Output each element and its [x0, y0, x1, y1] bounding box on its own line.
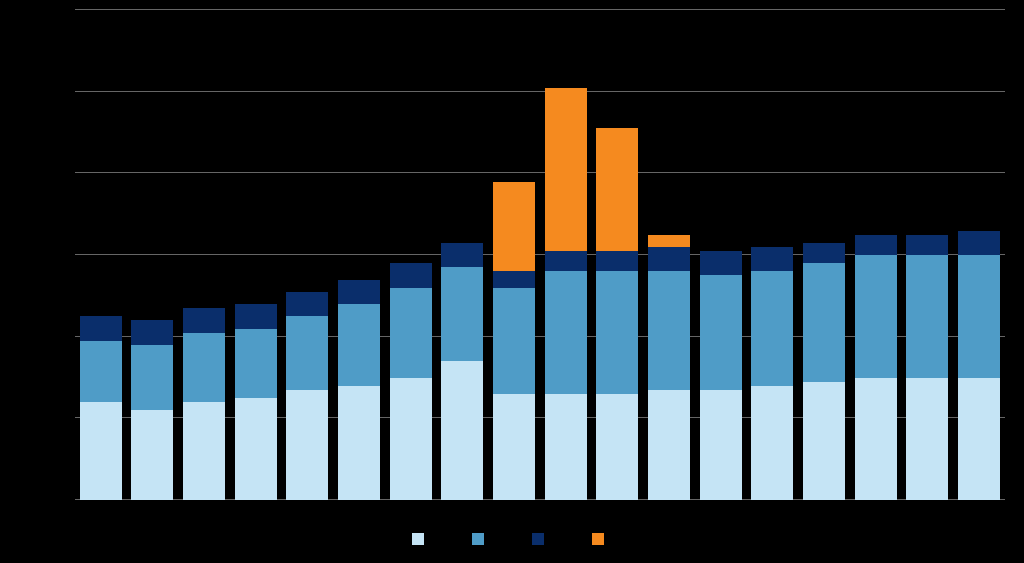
bar-segment-s1: [906, 378, 948, 501]
bar-segment-s4: [493, 182, 535, 272]
bar-group: [390, 263, 432, 500]
bar-segment-s1: [493, 394, 535, 500]
bar-segment-s1: [338, 386, 380, 500]
legend-swatch: [532, 533, 544, 545]
bar-group: [441, 243, 483, 500]
bar-group: [596, 128, 638, 500]
bar-segment-s1: [80, 402, 122, 500]
bar-segment-s3: [493, 271, 535, 287]
bar-segment-s4: [545, 88, 587, 251]
bar-segment-s3: [131, 320, 173, 345]
bar-segment-s3: [183, 308, 225, 333]
bar-segment-s3: [441, 243, 483, 268]
bar-group: [183, 308, 225, 500]
bar-segment-s1: [441, 361, 483, 500]
legend-item: [532, 533, 552, 545]
bar-segment-s2: [803, 263, 845, 381]
bar-segment-s2: [855, 255, 897, 378]
bar-segment-s3: [803, 243, 845, 263]
bar-group: [338, 280, 380, 500]
bar-group: [906, 235, 948, 500]
bar-segment-s1: [648, 390, 690, 500]
bar-segment-s3: [235, 304, 277, 329]
bar-group: [803, 243, 845, 500]
bar-segment-s3: [80, 316, 122, 341]
bar-segment-s2: [700, 275, 742, 389]
bar-group: [131, 320, 173, 500]
chart-plot-area: [75, 10, 1005, 500]
bar-group: [235, 304, 277, 500]
bar-segment-s1: [596, 394, 638, 500]
bar-segment-s1: [958, 378, 1000, 501]
bar-group: [80, 316, 122, 500]
bar-segment-s2: [751, 271, 793, 385]
bar-segment-s4: [648, 235, 690, 247]
bar-segment-s4: [596, 128, 638, 251]
bar-segment-s2: [235, 329, 277, 398]
legend-swatch: [592, 533, 604, 545]
bar-segment-s2: [80, 341, 122, 402]
legend-item: [592, 533, 612, 545]
bar-segment-s1: [286, 390, 328, 500]
bar-group: [648, 235, 690, 500]
bar-segment-s2: [131, 345, 173, 410]
bar-segment-s2: [441, 267, 483, 361]
bar-segment-s1: [390, 378, 432, 501]
bar-segment-s2: [493, 288, 535, 394]
bar-segment-s2: [338, 304, 380, 386]
bar-segment-s2: [906, 255, 948, 378]
bar-segment-s1: [700, 390, 742, 500]
bar-segment-s2: [648, 271, 690, 389]
legend-item: [412, 533, 432, 545]
bar-segment-s3: [390, 263, 432, 288]
bar-segment-s1: [855, 378, 897, 501]
legend-swatch: [412, 533, 424, 545]
bar-segment-s1: [751, 386, 793, 500]
bar-segment-s3: [545, 251, 587, 271]
bar-segment-s3: [596, 251, 638, 271]
bar-segment-s2: [390, 288, 432, 378]
bar-segment-s2: [958, 255, 1000, 378]
legend-swatch: [472, 533, 484, 545]
bar-segment-s3: [906, 235, 948, 255]
bar-segment-s3: [338, 280, 380, 305]
bar-segment-s3: [751, 247, 793, 272]
legend: [0, 533, 1024, 545]
bar-group: [286, 292, 328, 500]
bar-segment-s2: [183, 333, 225, 402]
bar-segment-s3: [855, 235, 897, 255]
legend-item: [472, 533, 492, 545]
bar-group: [545, 88, 587, 500]
bar-segment-s2: [545, 271, 587, 394]
bar-segment-s1: [131, 410, 173, 500]
bar-group: [958, 231, 1000, 501]
bar-segment-s1: [803, 382, 845, 500]
bar-segment-s2: [286, 316, 328, 390]
bar-group: [493, 182, 535, 500]
bar-segment-s1: [235, 398, 277, 500]
bar-group: [855, 235, 897, 500]
bar-segment-s2: [596, 271, 638, 394]
bar-group: [700, 251, 742, 500]
bar-segment-s1: [545, 394, 587, 500]
bar-segment-s3: [700, 251, 742, 276]
bar-segment-s3: [286, 292, 328, 317]
bars-container: [75, 10, 1005, 500]
bar-group: [751, 247, 793, 500]
bar-segment-s3: [648, 247, 690, 272]
bar-segment-s3: [958, 231, 1000, 256]
bar-segment-s1: [183, 402, 225, 500]
